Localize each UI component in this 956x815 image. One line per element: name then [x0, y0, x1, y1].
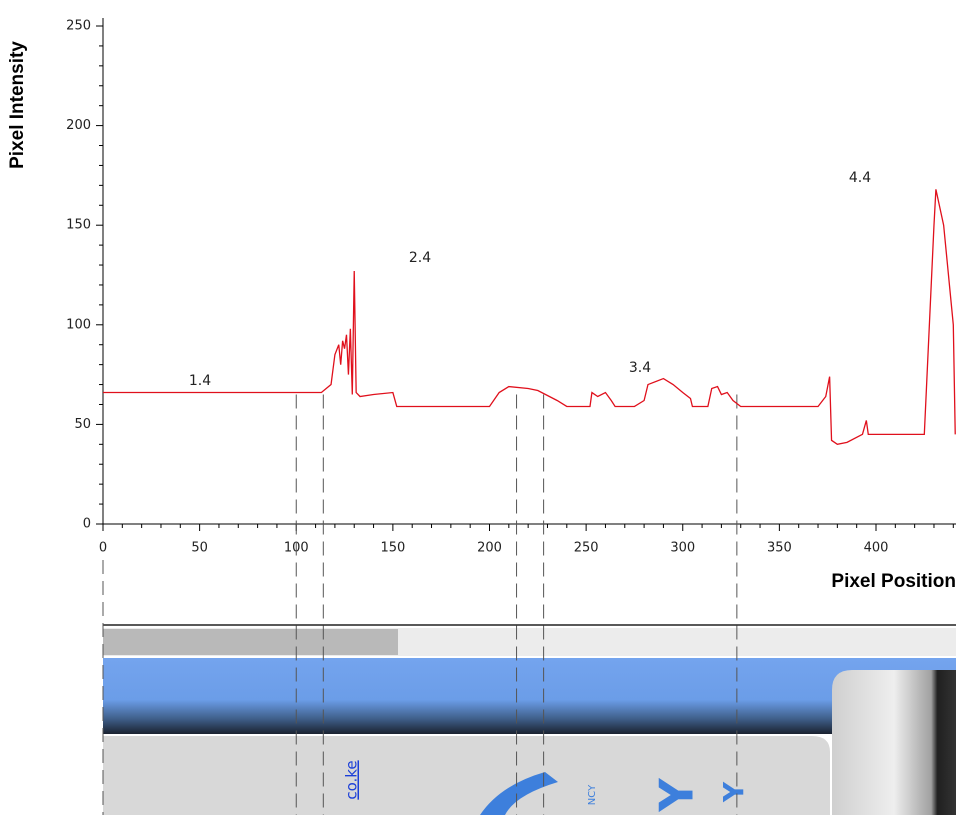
- y-tick-label: 100: [66, 317, 91, 332]
- x-tick-label: 400: [864, 541, 889, 556]
- x-tick-label: 300: [670, 541, 695, 556]
- annotation: 2.4: [409, 250, 431, 266]
- side-panel: [832, 670, 956, 815]
- annotation: 1.4: [189, 373, 211, 389]
- chart: co.ke NCY Y Y Pixel Intensity Pixel Posi…: [0, 0, 956, 815]
- y-tick-label: 150: [66, 218, 91, 233]
- x-tick-label: 350: [767, 541, 792, 556]
- logo-letter: Y: [650, 778, 704, 813]
- x-tick-label: 200: [477, 541, 502, 556]
- link-text[interactable]: co.ke: [343, 760, 361, 799]
- x-tick-label: 250: [574, 541, 599, 556]
- x-axis-title: Pixel Position: [831, 571, 956, 592]
- panel: [103, 560, 956, 625]
- screenshot: co.ke NCY Y Y: [103, 560, 956, 815]
- logo-text: NCY: [587, 784, 598, 805]
- y-tick-label: 250: [66, 19, 91, 34]
- plot-area: [103, 189, 955, 444]
- scrollbar-thumb[interactable]: [103, 629, 398, 655]
- y-axis-title: Pixel Intensity: [7, 41, 28, 169]
- content-panel: [103, 736, 830, 815]
- y-tick-label: 200: [66, 118, 91, 133]
- y-tick-label: 50: [74, 417, 91, 432]
- y-tick-label: 0: [83, 517, 91, 532]
- x-tick-label: 0: [99, 541, 107, 556]
- x-tick-label: 50: [191, 541, 208, 556]
- annotation: 3.4: [629, 360, 651, 376]
- x-tick-label: 150: [380, 541, 405, 556]
- logo-letter: Y: [717, 781, 750, 803]
- annotation: 4.4: [849, 170, 871, 186]
- data-line: [103, 189, 955, 444]
- blue-band: [103, 658, 956, 734]
